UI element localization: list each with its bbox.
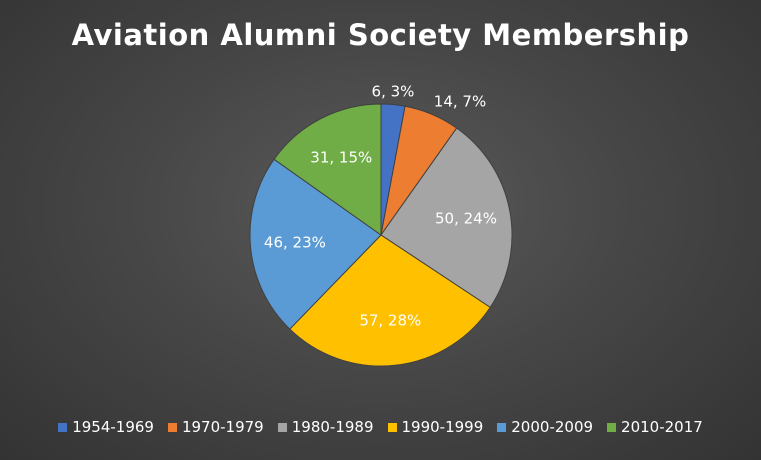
legend-label: 1970-1979 xyxy=(181,418,264,436)
data-label-1980-1989: 50, 24% xyxy=(435,210,497,228)
pie-slices xyxy=(249,103,513,367)
legend-item-2010-2017: 2010-2017 xyxy=(607,418,703,436)
legend-label: 1954-1969 xyxy=(72,418,154,436)
data-label-1990-1999: 57, 28% xyxy=(359,311,421,329)
legend-item-1954-1969: 1954-1969 xyxy=(58,418,154,436)
pie-slice-2000-2009 xyxy=(249,158,382,330)
data-label-1970-1979: 14, 7% xyxy=(434,93,486,111)
legend-swatch xyxy=(277,422,287,432)
legend-swatch xyxy=(607,422,617,432)
data-label-1954-1969: 6, 3% xyxy=(372,83,415,101)
legend-label: 2010-2017 xyxy=(621,418,703,436)
chart-legend: 1954-1969 1970-1979 1980-1989 1990-1999 2000… xyxy=(0,418,761,436)
legend-swatch xyxy=(497,422,507,432)
legend-item-1990-1999: 1990-1999 xyxy=(387,418,484,436)
legend-label: 2000-2009 xyxy=(511,418,594,436)
legend-swatch xyxy=(387,422,397,432)
legend-swatch xyxy=(58,422,68,432)
legend-label: 1980-1989 xyxy=(291,418,374,436)
data-label-2010-2017: 31, 15% xyxy=(310,149,372,167)
legend-label: 1990-1999 xyxy=(401,418,484,436)
legend-swatch xyxy=(167,422,177,432)
legend-item-1970-1979: 1970-1979 xyxy=(167,418,264,436)
chart-title: Aviation Alumni Society Membership xyxy=(71,18,690,52)
legend-item-2000-2009: 2000-2009 xyxy=(497,418,593,436)
pie-slice-1980-1989 xyxy=(380,127,513,309)
pie-slice-1990-1999 xyxy=(289,234,491,367)
pie-data-labels: 6, 3% 14, 7% 50, 24% 57, 28% 46, 23% 31, 15% xyxy=(264,83,497,330)
legend-item-1980-1989: 1980-1989 xyxy=(277,418,374,436)
data-label-2000-2009: 46, 23% xyxy=(264,233,326,251)
pie-slice-2010-2017 xyxy=(273,103,382,236)
